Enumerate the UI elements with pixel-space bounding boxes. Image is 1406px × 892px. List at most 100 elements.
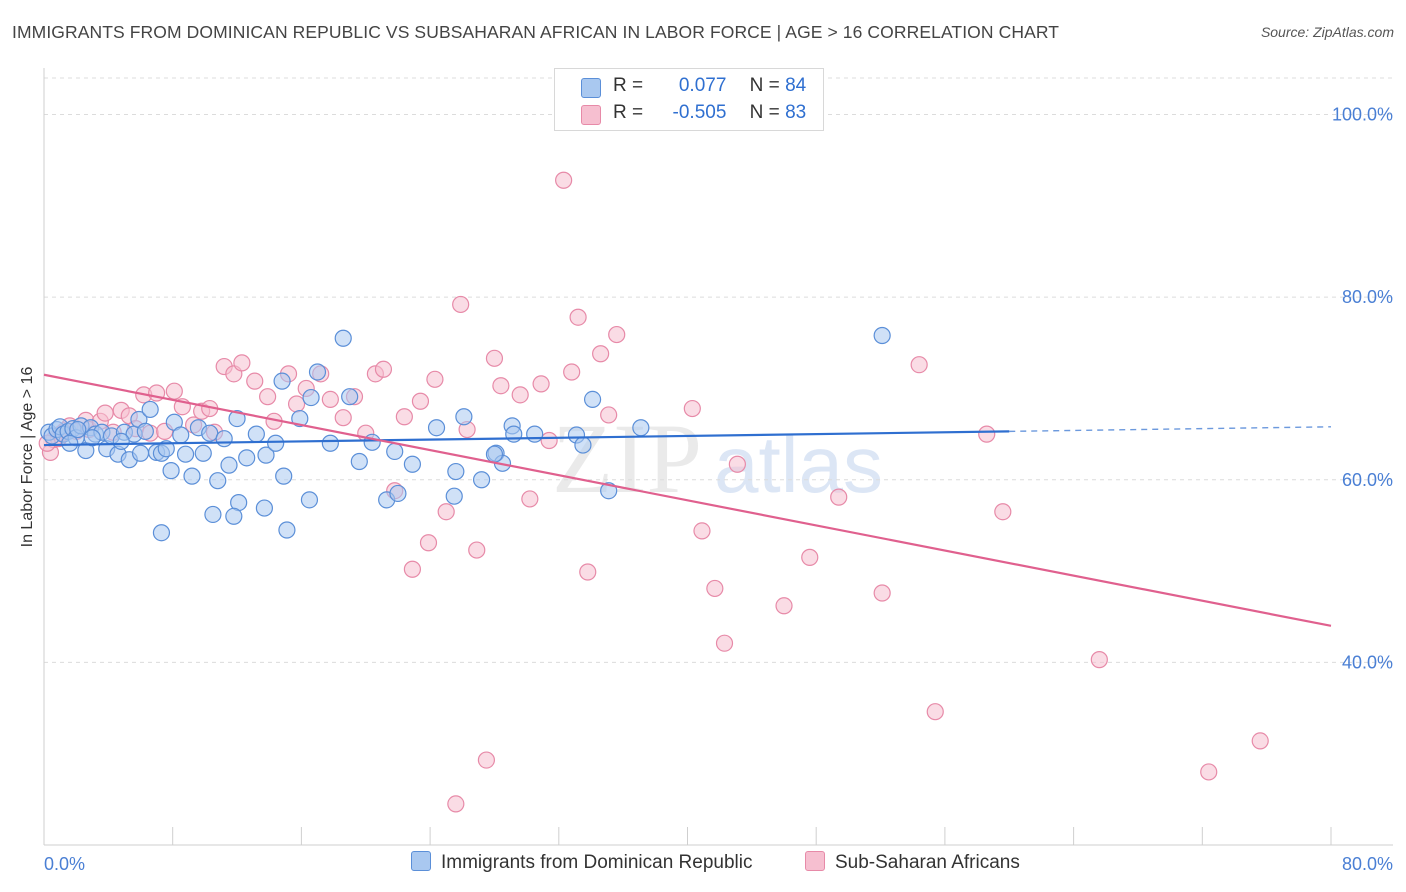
point-subsaharan — [608, 325, 626, 344]
point-dominican — [321, 434, 339, 452]
point-subsaharan — [926, 703, 944, 721]
point-subsaharan — [395, 408, 413, 426]
point-subsaharan — [1251, 732, 1269, 750]
bottom-legend-swatch-blue — [411, 851, 431, 871]
point-dominican — [455, 408, 473, 426]
point-subsaharan — [830, 488, 848, 506]
point-subsaharan — [246, 372, 264, 390]
trend-lines — [43, 373, 1332, 627]
trend-line-dominican — [43, 430, 1010, 447]
point-dominican — [238, 449, 256, 467]
point-subsaharan — [592, 345, 610, 363]
point-subsaharan — [452, 295, 470, 314]
bottom-legend-label-1: Immigrants from Dominican Republic — [441, 852, 753, 873]
point-dominican — [505, 425, 523, 443]
point-subsaharan — [693, 522, 711, 540]
point-dominican — [341, 388, 359, 406]
point-subsaharan — [259, 388, 277, 406]
point-subsaharan — [468, 541, 486, 559]
point-dominican — [141, 400, 159, 419]
point-subsaharan — [683, 399, 701, 418]
point-dominican — [308, 363, 327, 381]
point-subsaharan — [569, 308, 587, 326]
point-dominican — [61, 434, 79, 452]
point-subsaharan — [521, 490, 539, 508]
point-subsaharan — [579, 563, 597, 581]
legend-n-value: 83 — [785, 102, 807, 123]
point-dominican — [220, 456, 238, 474]
legend-row-1: R = 0.077 N = 84 — [613, 75, 806, 97]
point-dominican — [632, 419, 650, 437]
point-dominican — [83, 429, 101, 447]
point-dominican — [526, 425, 544, 443]
point-dominican — [300, 491, 319, 509]
point-subsaharan — [1090, 651, 1108, 669]
point-subsaharan — [600, 406, 618, 424]
point-subsaharan — [447, 795, 465, 813]
point-dominican — [873, 326, 891, 345]
point-dominican — [267, 434, 285, 452]
legend-n-value: 84 — [785, 75, 807, 96]
point-subsaharan — [477, 751, 496, 769]
point-subsaharan — [706, 579, 724, 598]
correlation-legend: R = 0.077 N = 84 R = -0.505 N = 83 — [554, 68, 824, 131]
bottom-legend-series2: Sub-Saharan Africans — [805, 851, 1020, 874]
point-dominican — [386, 442, 404, 461]
trend-line-dominican-extension — [1009, 426, 1332, 433]
point-subsaharan — [775, 597, 793, 615]
point-subsaharan — [403, 560, 422, 578]
legend-r-label: R = — [613, 102, 644, 123]
legend-row-2: R = -0.505 N = 83 — [613, 102, 806, 124]
legend-r-value: -0.505 — [672, 102, 727, 123]
point-dominican — [112, 432, 130, 451]
legend-swatch-blue — [581, 78, 601, 98]
chart-title: IMMIGRANTS FROM DOMINICAN REPUBLIC VS SU… — [12, 22, 1060, 42]
point-dominican — [157, 440, 175, 458]
legend-n-label: N = — [749, 75, 780, 96]
point-dominican — [255, 499, 273, 517]
y-tick-label: 100.0% — [1332, 105, 1393, 125]
point-dominican — [275, 467, 293, 485]
legend-r-label: R = — [613, 75, 644, 96]
bottom-legend-series1: Immigrants from Dominican Republic — [411, 851, 753, 874]
point-subsaharan — [563, 363, 581, 381]
point-subsaharan — [426, 370, 444, 388]
tick-labels: 40.0% 60.0% 80.0% 100.0% 0.0% 80.0% — [44, 105, 1393, 874]
y-tick-label: 80.0% — [1342, 287, 1393, 307]
point-dominican — [136, 422, 154, 440]
point-subsaharan — [994, 503, 1012, 521]
point-subsaharan — [978, 425, 996, 443]
y-tick-label: 60.0% — [1342, 470, 1393, 490]
point-subsaharan — [334, 409, 352, 427]
point-dominican — [152, 524, 171, 542]
point-subsaharan — [485, 349, 504, 367]
point-subsaharan — [437, 503, 455, 521]
point-subsaharan — [287, 395, 306, 413]
point-dominican — [209, 472, 227, 490]
point-dominican — [176, 445, 195, 463]
point-dominican — [350, 452, 368, 471]
point-dominican — [574, 436, 592, 454]
point-dominican — [273, 372, 291, 390]
point-dominican — [389, 484, 407, 503]
point-dominican — [403, 455, 422, 473]
point-dominican — [427, 419, 446, 437]
point-dominican — [334, 329, 352, 347]
point-dominican — [247, 425, 265, 443]
point-dominican — [472, 471, 491, 489]
point-subsaharan — [1200, 763, 1218, 781]
point-subsaharan — [801, 548, 819, 566]
x-tick-label: 0.0% — [44, 854, 85, 874]
point-dominican — [69, 420, 87, 439]
source-attribution: Source: ZipAtlas.com — [1260, 24, 1394, 40]
point-subsaharan — [419, 534, 438, 552]
legend-r-value: 0.077 — [678, 75, 727, 96]
legend-n-label: N = — [749, 102, 780, 123]
point-dominican — [201, 424, 219, 442]
point-dominican — [228, 409, 246, 428]
point-dominican — [447, 462, 465, 481]
point-dominican — [291, 409, 309, 428]
point-subsaharan — [555, 171, 573, 189]
series-dominican-points — [40, 326, 891, 542]
